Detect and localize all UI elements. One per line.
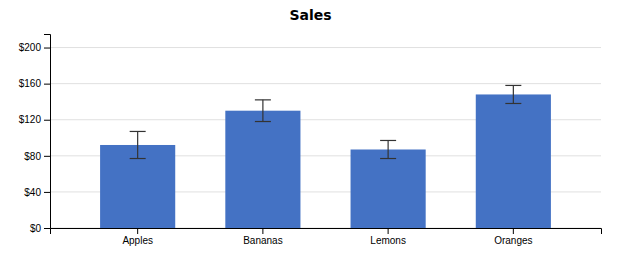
error-bar-cap [380,158,396,159]
error-bar-stem [513,85,514,103]
y-tick-label: $200 [19,42,42,53]
error-bar-stem [388,140,389,158]
x-axis-line [51,229,602,235]
x-tick-mark [262,228,263,234]
x-axis: Apples Bananas Lemons Oranges [51,228,602,246]
y-tick-mark [44,48,50,49]
x-tick: Apples [122,228,153,246]
bar [476,94,551,228]
x-tick-label: Bananas [243,235,282,246]
x-tick: Oranges [494,228,532,246]
x-tick-label: Apples [122,235,153,246]
error-bar-stem [262,100,263,122]
error-bar-cap [130,158,146,159]
y-tick-label: $120 [19,114,42,125]
error-bar [380,140,396,158]
y-tick: $0 [30,223,50,234]
grid-line [50,47,601,48]
y-tick-mark [44,84,50,85]
x-tick-mark [388,228,389,234]
y-axis-line [44,35,51,229]
grid-line [50,83,601,84]
x-tick: Bananas [243,228,282,246]
x-tick-label: Oranges [494,235,532,246]
marks [100,85,551,228]
x-tick-mark [137,228,138,234]
y-tick-label: $80 [24,151,41,162]
plot: $0 $40 $80 $120 $160 $200 Apples Bananas Lemons O… [19,35,602,247]
error-bar [505,85,521,103]
y-tick-mark [44,192,50,193]
error-bar-stem [137,131,138,158]
y-tick-label: $0 [30,223,42,234]
grid [50,48,601,228]
bar [225,111,300,228]
error-bar-cap [130,131,146,132]
y-tick-mark [44,120,50,121]
y-tick: $40 [24,187,50,198]
y-tick: $160 [19,78,50,89]
y-tick-mark [44,228,50,229]
title: Sales [289,7,331,23]
x-tick-label: Lemons [370,235,406,246]
y-tick: $80 [24,151,50,162]
error-bar-cap [255,121,271,122]
y-tick-mark [44,156,50,157]
y-tick: $200 [19,42,50,53]
error-bar-cap [255,99,271,100]
error-bar-cap [505,85,521,86]
bar [351,149,426,228]
error-bar [130,131,146,158]
x-tick: Lemons [370,228,406,246]
error-bar-cap [380,140,396,141]
chart: $0 $40 $80 $120 $160 $200 Apples Bananas Lemons O… [0,0,621,256]
error-bar [255,100,271,122]
y-tick-label: $40 [24,187,41,198]
y-tick: $120 [19,114,50,125]
y-tick-label: $160 [19,78,42,89]
error-bar-cap [505,103,521,104]
x-tick-mark [513,228,514,234]
y-axis: $0 $40 $80 $120 $160 $200 [19,35,51,234]
